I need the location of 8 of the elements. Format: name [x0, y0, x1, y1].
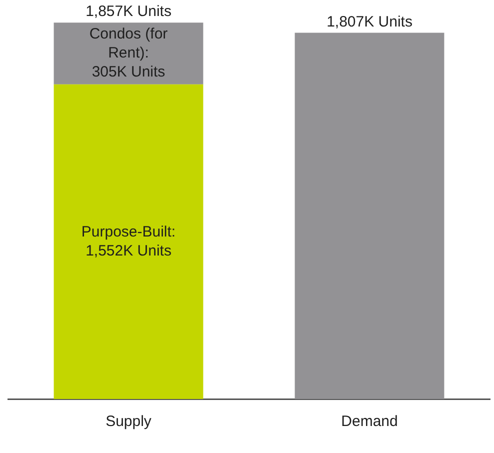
data-label: 1,552K Units [86, 242, 172, 260]
x-tick-label: Supply [106, 413, 152, 430]
x-tick-label: Demand [341, 413, 398, 430]
series-label: Purpose-Built: [81, 223, 176, 240]
series-label: Condos (for Rent): [89, 26, 168, 62]
total-label: 1,807K Units [326, 13, 412, 30]
total-label: 1,857K Units [86, 3, 172, 20]
data-label: 305K Units [92, 64, 166, 81]
